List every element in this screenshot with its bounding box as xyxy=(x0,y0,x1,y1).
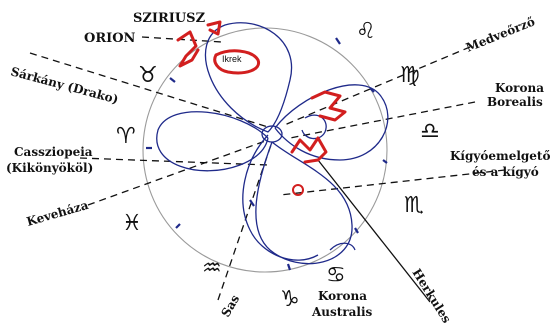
loop-top xyxy=(204,22,293,133)
aries-icon: ♈ xyxy=(116,124,136,149)
ray-kigyo xyxy=(279,169,506,196)
ring-tick xyxy=(369,87,375,93)
kigyo-stars xyxy=(290,136,328,164)
label-kigyo-2: és a kígyó xyxy=(472,165,539,179)
ray-korona-borealis xyxy=(289,101,476,139)
ray-medveorzo xyxy=(281,46,471,127)
leo-icon: ♌ xyxy=(356,19,376,44)
label-cassziopeia-2: (Kikönyököl) xyxy=(6,161,93,175)
ring-tick xyxy=(354,227,359,234)
sziriusz-star xyxy=(206,20,222,36)
label-korona-australis-1: Korona xyxy=(318,289,367,303)
loop-bottom xyxy=(255,141,353,265)
ring-tick xyxy=(335,37,341,45)
virgo-icon: ♍ xyxy=(400,63,420,88)
label-herkules: Herkules xyxy=(409,266,453,326)
cancer-icon: ♋ xyxy=(326,263,346,288)
ikrek-stars xyxy=(213,49,261,75)
ray-cassziopeia xyxy=(79,157,269,166)
korona-borealis-stars xyxy=(310,90,347,122)
label-korona-australis-2: Australis xyxy=(311,305,373,319)
red-dot-marker xyxy=(292,184,304,196)
orion-stars xyxy=(176,30,200,68)
label-cassziopeia-1: Cassziopeia xyxy=(14,145,93,159)
label-kevehaza: Keveháza xyxy=(25,198,90,229)
center-knot xyxy=(261,125,283,143)
label-sas: Sas xyxy=(218,292,242,319)
label-kigyo-1: Kígyóemelgető xyxy=(450,149,550,163)
ring-tick xyxy=(382,159,388,164)
ray-herkules xyxy=(317,159,431,303)
libra-icon: ♎ xyxy=(420,119,440,144)
taurus-icon: ♉ xyxy=(138,63,158,88)
capricorn-icon: ♑ xyxy=(280,287,300,312)
ring-tick xyxy=(286,263,292,271)
ring-tick xyxy=(175,223,181,229)
label-korona-borealis-2: Borealis xyxy=(487,95,543,109)
aquarius-icon: ♒ xyxy=(202,256,222,281)
label-korona-borealis-1: Korona xyxy=(495,81,544,95)
ray-kevehaza xyxy=(87,139,269,206)
ring-tick xyxy=(169,77,176,83)
crescent-marker xyxy=(301,114,327,140)
ray-orion xyxy=(141,36,223,43)
pisces-icon: ♓ xyxy=(122,211,142,236)
ray-sarkany xyxy=(29,52,269,128)
ring-tick xyxy=(249,199,255,207)
bottom-hook xyxy=(329,242,356,251)
ray-sas xyxy=(217,141,273,301)
loop-left xyxy=(156,111,269,172)
label-sziriusz: SZIRIUSZ xyxy=(133,11,206,26)
scorpio-icon: ♏ xyxy=(404,193,424,218)
label-medveorzo: Medveőrző xyxy=(464,14,537,54)
loop-swirl xyxy=(242,134,319,261)
label-sarkany: Sárkány (Drako) xyxy=(9,64,120,106)
label-ikrek: Ikrek xyxy=(222,54,242,64)
label-orion: ORION xyxy=(84,31,136,46)
